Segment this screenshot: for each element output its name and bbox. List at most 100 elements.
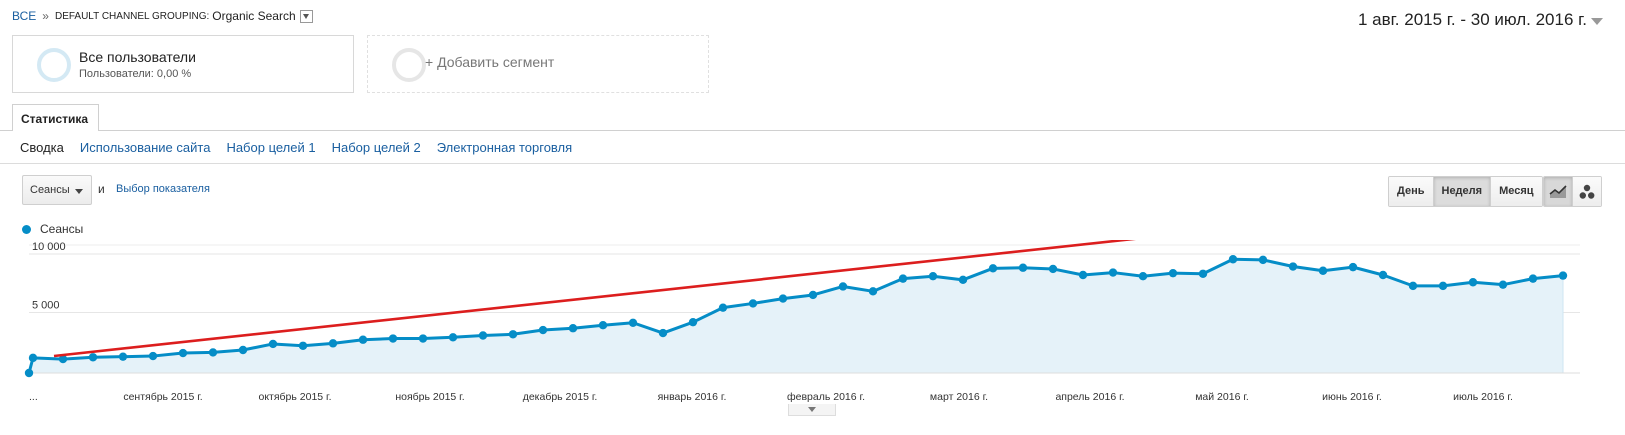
data-point [88, 353, 98, 362]
date-range-picker[interactable]: 1 авг. 2015 г. - 30 июл. 2016 г. [1358, 10, 1587, 29]
data-point [1528, 274, 1538, 283]
data-point [868, 287, 878, 296]
data-point [628, 318, 638, 327]
add-segment-label: + Добавить сегмент [425, 54, 555, 70]
data-point [928, 272, 938, 281]
chevron-down-icon[interactable] [299, 9, 313, 23]
metric-select[interactable]: Сеансы [22, 175, 92, 205]
metric-conjunction: и [98, 182, 105, 196]
data-point [1408, 281, 1418, 291]
data-point [418, 334, 428, 343]
y-tick-label: 5 000 [32, 300, 60, 312]
x-tick-label: январь 2016 г. [658, 391, 727, 403]
x-tick-label: ... [29, 391, 38, 403]
data-point [838, 282, 848, 291]
tab-divider [0, 130, 1625, 131]
chart-collapse-handle[interactable] [788, 404, 836, 416]
tab-statistics[interactable]: Статистика [12, 104, 99, 131]
line-chart-button[interactable] [1544, 177, 1573, 206]
data-point [1438, 281, 1448, 291]
data-point [238, 345, 248, 355]
x-tick-label: июнь 2016 г. [1322, 391, 1382, 403]
chevron-down-icon[interactable] [1591, 18, 1603, 25]
series-area [29, 259, 1563, 373]
granularity-toggle: День Неделя Месяц [1388, 176, 1543, 207]
data-point [1228, 255, 1238, 264]
data-point [148, 351, 158, 361]
data-point [958, 275, 968, 285]
data-point [1468, 278, 1478, 287]
data-point [298, 341, 308, 350]
data-point [1048, 264, 1058, 274]
subnav-item-site-usage[interactable]: Использование сайта [79, 140, 211, 155]
breadcrumb-root-link[interactable]: ВСЕ [12, 9, 37, 23]
legend-dot-icon [22, 224, 31, 234]
granularity-week-button[interactable]: Неделя [1433, 177, 1492, 206]
subnav-item-ecommerce[interactable]: Электронная торговля [436, 140, 573, 155]
data-point [1198, 269, 1208, 278]
data-point [1288, 262, 1298, 271]
segment-subtitle: Пользователи: 0,00 % [79, 68, 192, 80]
subnav-item-goals-1[interactable]: Набор целей 1 [226, 140, 316, 155]
data-point [208, 348, 218, 357]
data-point [778, 294, 788, 303]
breadcrumb-separator: » [42, 9, 49, 23]
data-point [748, 299, 758, 308]
data-point [478, 331, 488, 340]
choose-metric-link[interactable]: Выбор показателя [116, 183, 210, 195]
granularity-day-button[interactable]: День [1389, 177, 1434, 206]
data-point [1258, 255, 1268, 265]
x-tick-label: февраль 2016 г. [787, 391, 865, 403]
chart-legend: Сеансы [22, 222, 83, 236]
chevron-down-icon [75, 189, 83, 194]
segment-ring-icon [37, 48, 71, 82]
data-point [688, 317, 698, 327]
subnav-divider [0, 163, 1625, 164]
data-point [358, 335, 368, 344]
x-tick-label: сентябрь 2015 г. [123, 391, 202, 403]
chevron-down-icon [808, 407, 816, 412]
x-tick-label: март 2016 г. [930, 391, 988, 403]
data-point [508, 330, 518, 339]
data-point [1078, 270, 1088, 280]
sessions-chart: 10 000 5 000... сентябрь 2015 г. октябрь 20… [24, 240, 1580, 403]
subnav-item-summary[interactable]: Сводка [20, 140, 64, 155]
data-point [658, 328, 668, 338]
data-point [328, 339, 338, 348]
data-point [1138, 272, 1148, 281]
data-point [268, 339, 278, 349]
x-tick-label: май 2016 г. [1195, 391, 1249, 403]
data-point [388, 334, 398, 343]
motion-chart-icon [1579, 184, 1595, 199]
data-point [178, 348, 188, 358]
data-point [718, 303, 728, 312]
add-segment-button[interactable]: + Добавить сегмент [367, 35, 709, 93]
data-point [598, 321, 608, 330]
x-tick-label: апрель 2016 г. [1055, 391, 1124, 403]
data-point [808, 290, 818, 300]
metric-select-value: Сеансы [30, 184, 70, 196]
data-point [118, 352, 128, 361]
x-tick-label: июль 2016 г. [1453, 391, 1513, 403]
data-point [1348, 262, 1358, 272]
motion-chart-button[interactable] [1573, 177, 1601, 206]
subnav-item-goals-2[interactable]: Набор целей 2 [331, 140, 421, 155]
data-point [1498, 280, 1508, 289]
data-point [1378, 270, 1388, 280]
data-point [28, 353, 38, 363]
data-point [1318, 266, 1328, 275]
x-tick-label: октябрь 2015 г. [258, 391, 331, 403]
segment-ring-icon [392, 48, 426, 82]
y-tick-label: 10 000 [32, 241, 66, 253]
segment-all-users[interactable]: Все пользователи Пользователи: 0,00 % [12, 35, 354, 93]
data-point [1018, 263, 1028, 272]
data-point [898, 274, 908, 283]
breadcrumb-value: Organic Search [212, 9, 296, 23]
trend-arrow [53, 240, 1137, 358]
data-point [24, 368, 34, 378]
x-tick-label: ноябрь 2015 г. [395, 391, 464, 403]
data-point [448, 333, 458, 342]
segment-title: Все пользователи [79, 49, 196, 65]
data-point [568, 324, 578, 333]
granularity-month-button[interactable]: Месяц [1491, 177, 1542, 206]
